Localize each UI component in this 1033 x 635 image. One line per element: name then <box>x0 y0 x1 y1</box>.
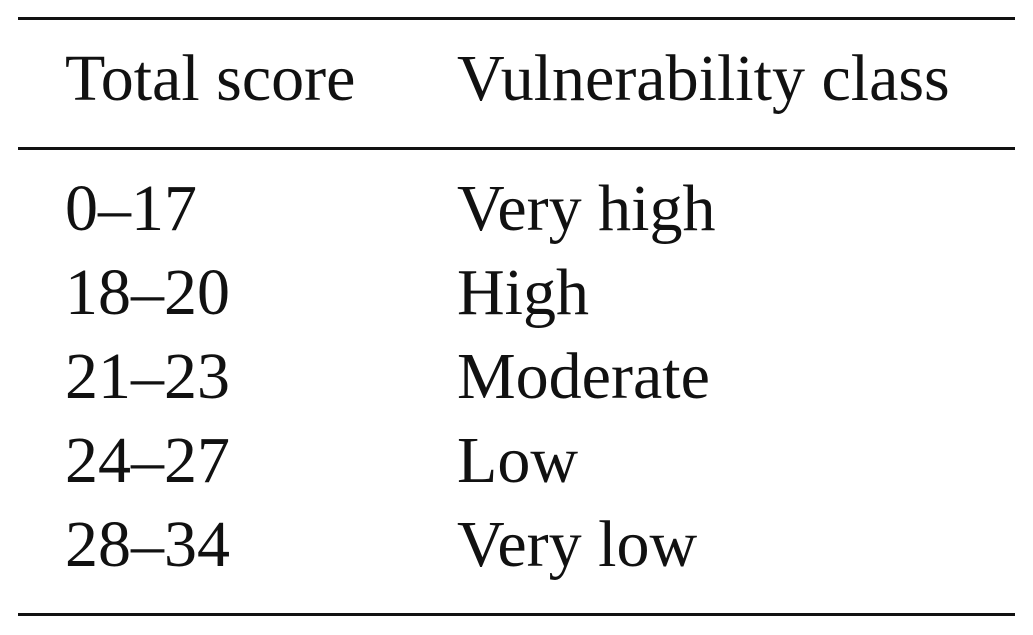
table-cell: Very low <box>457 508 698 581</box>
table-cell: 0–17 <box>65 172 197 245</box>
column-header: Total score <box>65 42 356 115</box>
table-cell: 24–27 <box>65 424 230 497</box>
bottom-rule <box>18 613 1015 616</box>
header-rule <box>18 147 1015 150</box>
column-header: Vulnerability class <box>457 42 950 115</box>
table-cell: 18–20 <box>65 256 230 329</box>
table-cell: Moderate <box>457 340 710 413</box>
table-cell: 28–34 <box>65 508 230 581</box>
table-cell: High <box>457 256 589 329</box>
table-cell: 21–23 <box>65 340 230 413</box>
table-cell: Low <box>457 424 578 497</box>
top-rule <box>18 17 1015 20</box>
table-cell: Very high <box>457 172 716 245</box>
